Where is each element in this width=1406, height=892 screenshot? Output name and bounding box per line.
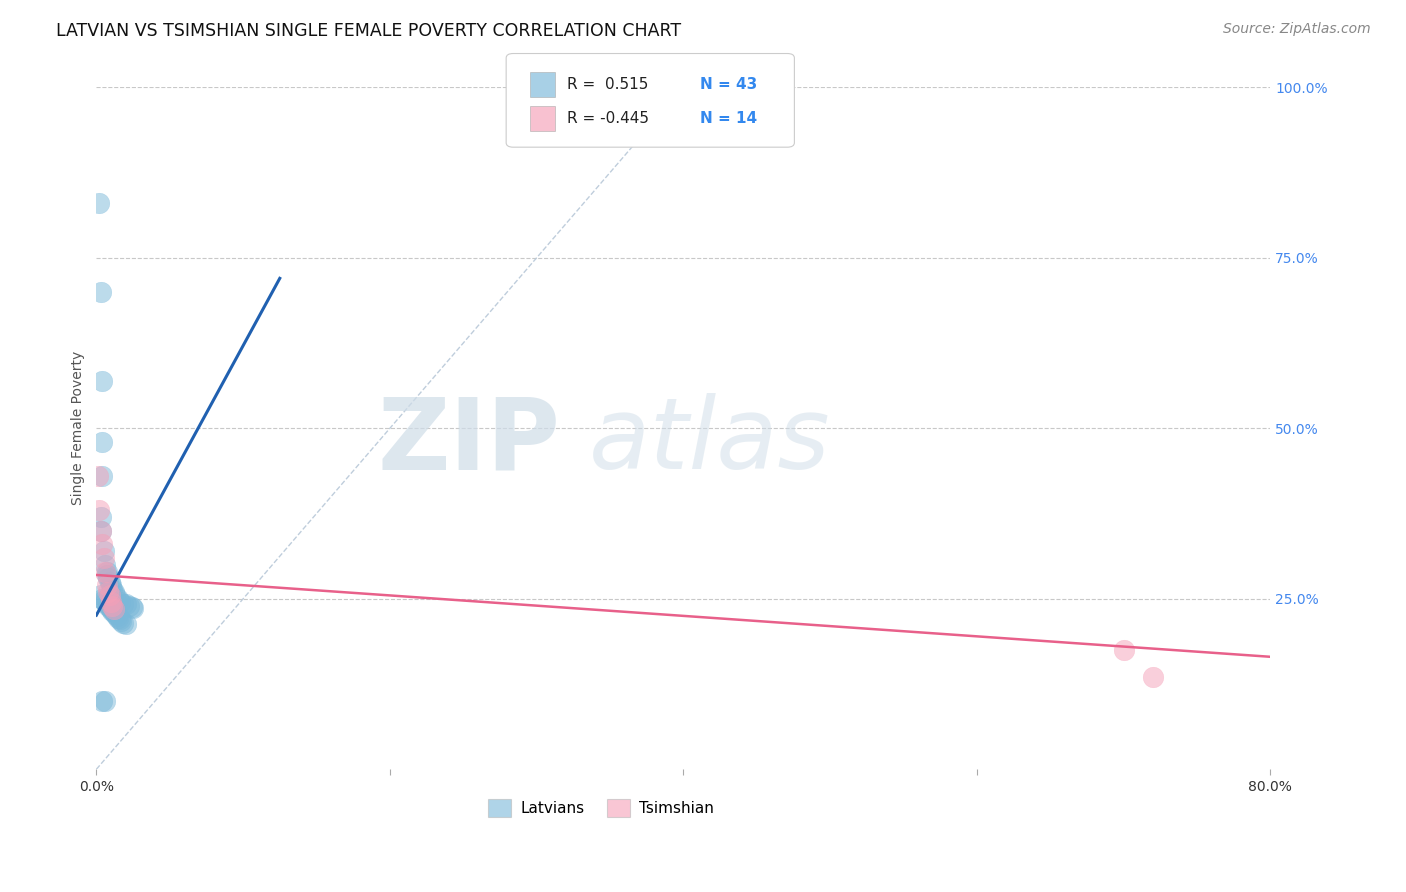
Point [117,599,139,613]
Point [96,568,118,582]
Point [90,589,112,603]
Text: atlas: atlas [589,393,831,491]
Point [90,524,112,538]
Point [111,597,134,611]
Point [93,593,115,607]
Point [107,591,129,606]
Point [93,544,115,558]
Point [100,602,122,616]
Text: LATVIAN VS TSIMSHIAN SINGLE FEMALE POVERTY CORRELATION CHART: LATVIAN VS TSIMSHIAN SINGLE FEMALE POVER… [56,22,682,40]
Point [96,597,118,611]
Point [97,571,120,585]
Point [91,694,114,708]
Point [1142,670,1164,684]
Point [103,585,125,599]
Point [104,589,127,603]
Point [105,608,128,623]
Point [91,435,114,450]
Point [91,591,114,606]
Point [111,615,134,630]
Point [97,599,120,613]
Point [108,612,131,626]
Text: R =  0.515: R = 0.515 [567,78,648,92]
Point [97,585,120,599]
Point [121,600,143,615]
Point [96,565,118,579]
Point [122,601,145,615]
Point [101,604,124,618]
Point [114,597,136,611]
Point [91,537,114,551]
Point [93,550,115,565]
Text: Source: ZipAtlas.com: Source: ZipAtlas.com [1223,22,1371,37]
Point [89,196,111,211]
Text: N = 43: N = 43 [700,78,758,92]
Point [108,595,131,609]
Point [114,617,136,632]
Point [89,503,111,517]
Point [110,614,132,628]
Legend: Latvians, Tsimshian: Latvians, Tsimshian [482,793,720,823]
Point [98,574,121,589]
Point [98,589,121,603]
Point [1112,643,1135,657]
Point [107,611,129,625]
Text: ZIP: ZIP [377,393,560,491]
Point [94,694,117,708]
Point [101,582,124,596]
Text: N = 14: N = 14 [700,112,758,126]
Point [103,606,125,620]
Point [94,565,117,579]
Point [104,607,127,621]
Y-axis label: Single Female Poverty: Single Female Poverty [72,351,86,506]
Point [100,578,122,592]
Point [100,595,122,609]
Point [103,602,125,616]
Point [91,374,114,388]
Point [94,595,117,609]
Point [101,599,124,613]
Point [90,524,112,538]
Point [96,578,118,592]
Text: R = -0.445: R = -0.445 [567,112,648,126]
Point [87,469,110,483]
Point [90,285,112,299]
Point [98,600,121,615]
Point [90,510,112,524]
Point [91,469,114,483]
Point [94,558,117,572]
